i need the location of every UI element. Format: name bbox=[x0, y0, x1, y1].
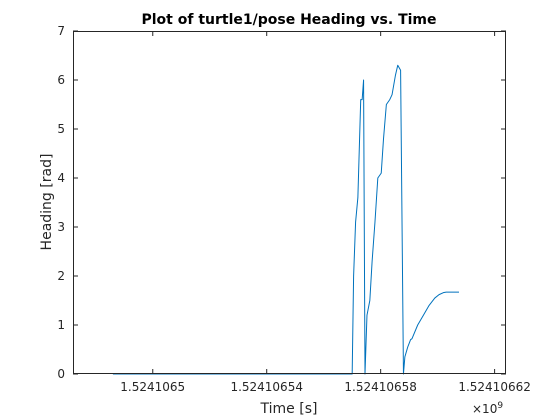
y-tick-label-3: 2 bbox=[57, 269, 65, 283]
plot-area bbox=[73, 31, 506, 374]
y-tick-label-1: 0 bbox=[57, 367, 65, 381]
y-tick-label-7: 6 bbox=[57, 73, 65, 87]
series-line-1 bbox=[112, 64, 459, 375]
x-axis-label: Time [s] bbox=[260, 401, 318, 417]
x-tick-label-2: 1.52410654 bbox=[230, 380, 303, 394]
y-tick-label-8: 7 bbox=[57, 24, 65, 38]
x-axis-exponent-base: ×10 bbox=[472, 402, 497, 416]
y-tick-label-2: 1 bbox=[57, 318, 65, 332]
series-layer bbox=[112, 64, 459, 375]
x-axis-exponent: ×109 bbox=[472, 401, 503, 416]
x-tick-label-3: 1.52410658 bbox=[344, 380, 417, 394]
x-axis-exponent-power: 9 bbox=[497, 401, 503, 411]
y-tick-label-4: 3 bbox=[57, 220, 65, 234]
chart-title: Plot of turtle1/pose Heading vs. Time bbox=[142, 12, 437, 28]
axes-layer: 1.5241065 1.52410654 1.52410658 1.52410662 0… bbox=[57, 24, 531, 394]
axes-box bbox=[73, 31, 506, 374]
y-tick-label-6: 5 bbox=[57, 122, 65, 136]
x-tick-label-1: 1.5241065 bbox=[120, 380, 185, 394]
x-tick-label-4: 1.52410662 bbox=[458, 380, 531, 394]
y-tick-label-5: 4 bbox=[57, 171, 65, 185]
y-axis-label: Heading [rad] bbox=[39, 154, 55, 251]
